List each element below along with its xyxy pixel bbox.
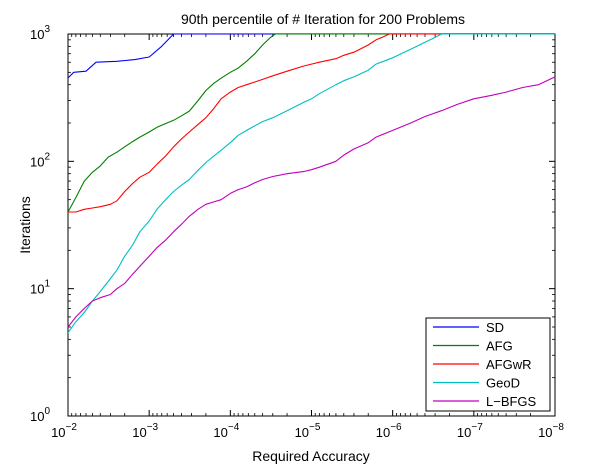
series-line-l-bfgs <box>68 76 555 328</box>
y-tick-labels: 100 101 102 103 <box>30 24 50 424</box>
x-tick-label: 10−7 <box>457 422 483 440</box>
series-line-geod <box>68 34 555 334</box>
x-tick-label: 10−5 <box>295 422 321 440</box>
x-axis-label: Required Accuracy <box>252 448 370 464</box>
legend-label: GeoD <box>486 376 520 391</box>
legend-label: AFG <box>486 339 513 354</box>
chart-title: 90th percentile of # Iteration for 200 P… <box>181 11 465 27</box>
legend-label: SD <box>486 320 504 335</box>
axis-ticks <box>67 33 556 417</box>
x-tick-label: 10−6 <box>376 422 402 440</box>
series-line-afg <box>68 34 555 214</box>
x-tick-label: 10−4 <box>213 422 239 440</box>
y-axis-label: Iterations <box>17 196 33 254</box>
y-tick-label: 100 <box>30 406 50 424</box>
y-tick-label: 101 <box>30 279 50 297</box>
series-line-sd <box>68 34 555 79</box>
legend-label: L−BFGS <box>486 394 537 409</box>
y-tick-label: 102 <box>30 151 50 169</box>
series-line-afgwr <box>68 34 555 213</box>
x-tick-label: 10−3 <box>132 422 158 440</box>
x-tick-label: 10−8 <box>538 422 564 440</box>
legend-label: AFGwR <box>486 357 532 372</box>
legend: SD AFG AFGwR GeoD L−BFGS <box>425 317 551 412</box>
x-tick-labels: 10−2 10−3 10−4 10−5 10−6 10−7 10−8 <box>51 422 564 440</box>
x-tick-label: 10−2 <box>51 422 77 440</box>
y-tick-label: 103 <box>30 24 50 42</box>
series-lines <box>68 34 555 334</box>
